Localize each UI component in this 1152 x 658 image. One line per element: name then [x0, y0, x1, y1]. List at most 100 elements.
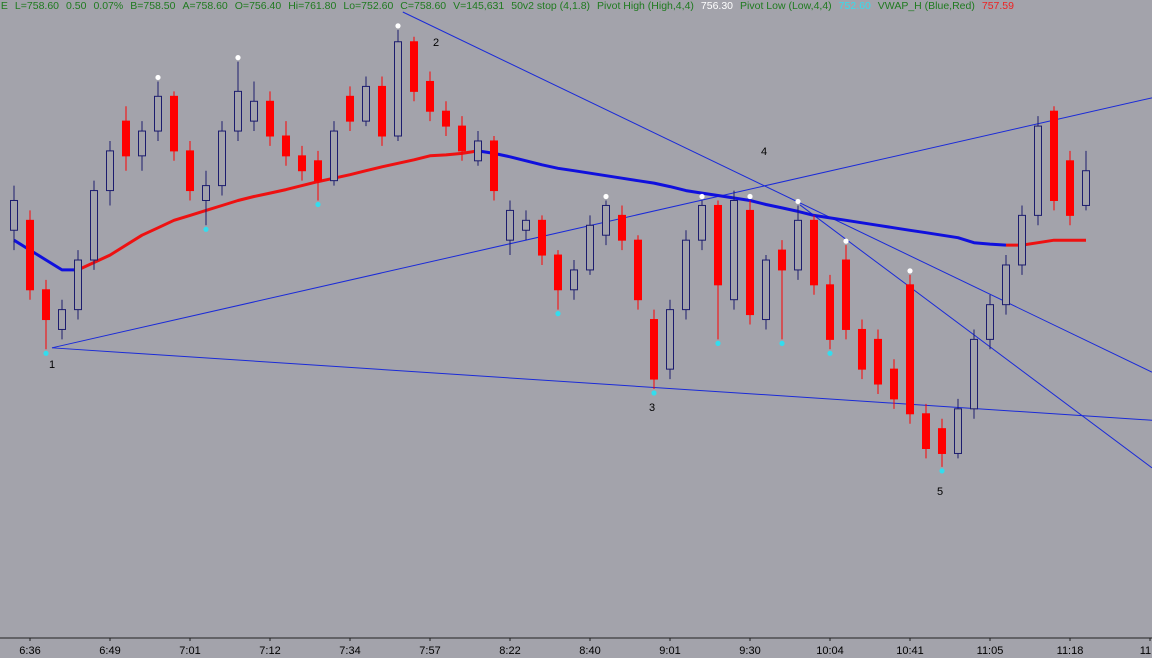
candle-body: [906, 284, 914, 415]
candle-body: [266, 100, 274, 137]
header-item: O=756.40: [234, 0, 282, 12]
pivot-high-dot: [155, 74, 161, 81]
candle-body: [298, 155, 306, 172]
x-tick-label: 11:3: [1140, 645, 1152, 657]
wave-label: 1: [49, 359, 55, 371]
wave-label: 5: [937, 486, 943, 498]
trendline: [402, 11, 1152, 373]
pivot-high-dot: [907, 268, 913, 274]
pivot-low-dot: [203, 226, 209, 232]
candle-body: [1034, 125, 1042, 216]
x-tick-label: 11:18: [1057, 645, 1084, 657]
candle-body: [186, 150, 194, 192]
header-item: Pivot Low (Low,4,4): [740, 0, 832, 12]
header-item: A=758.60: [182, 0, 228, 12]
candle-body: [954, 408, 962, 454]
candle-body: [394, 41, 402, 137]
pivot-high-dot: [235, 55, 241, 61]
pivot-high-dot: [699, 193, 705, 200]
candle-body: [538, 219, 546, 256]
candle-body: [1050, 110, 1058, 201]
pivot-low-dot: [779, 340, 785, 346]
candle-body: [746, 209, 754, 316]
pivot-high-dot: [795, 198, 801, 205]
candle-body: [810, 219, 818, 286]
candle-body: [586, 224, 594, 271]
candle-body: [1018, 214, 1026, 266]
candle-body: [10, 199, 18, 231]
header-item: VWAP_H (Blue,Red): [877, 0, 975, 12]
candle-body: [522, 219, 530, 231]
candle-body: [842, 259, 850, 330]
x-tick-label: 11:05: [977, 645, 1004, 657]
pivot-low-dot: [555, 311, 561, 317]
header-item: L=758.60: [14, 0, 60, 12]
candle-body: [378, 85, 386, 137]
candle-body: [122, 120, 130, 157]
candle-body: [58, 309, 66, 330]
pivot-low-dot: [827, 350, 833, 356]
candle-body: [106, 150, 114, 192]
trendline: [799, 204, 1152, 469]
candle-body: [970, 338, 978, 410]
pivot-low-dot: [939, 468, 945, 474]
pivot-high-dot: [843, 238, 849, 244]
pivot-high-dot: [395, 23, 401, 29]
header-item: 50v2 stop (4,1.8): [511, 0, 591, 12]
wave-label: 3: [649, 402, 655, 414]
candle-body: [138, 130, 146, 157]
candle-body: [42, 289, 50, 321]
header-item: Pivot High (High,4,4): [597, 0, 694, 12]
candle-body: [890, 368, 898, 400]
candle-body: [1066, 160, 1074, 216]
candle-body: [682, 239, 690, 311]
candle-body: [426, 80, 434, 112]
vwap-line: [13, 149, 1007, 272]
candle-body: [362, 85, 370, 122]
candle-body: [730, 199, 738, 301]
candle-body: [330, 130, 338, 182]
candle-body: [250, 100, 258, 122]
candle-body: [874, 338, 882, 385]
x-tick-label: 10:04: [816, 645, 844, 657]
x-tick-label: 9:01: [659, 645, 680, 657]
candle-body: [90, 190, 98, 261]
quote-header: IE L=758.60 0.50 0.07% B=758.50 A=758.60 O=756…: [0, 0, 1014, 13]
wave-label: 4: [761, 146, 767, 158]
header-item: 756.30: [700, 0, 734, 12]
candle-body: [634, 239, 642, 301]
pivot-low-dot: [315, 201, 321, 208]
pivot-low-dot: [651, 390, 657, 396]
wave-label: 2: [433, 37, 439, 49]
header-item: C=758.60: [400, 0, 447, 12]
candle-body: [1002, 264, 1010, 306]
x-tick-label: 9:30: [739, 645, 760, 657]
candle-body: [1082, 170, 1090, 206]
candle-body: [346, 95, 354, 122]
trendline: [51, 347, 1152, 421]
candle-body: [666, 309, 674, 370]
candle-body: [282, 135, 290, 157]
candle-body: [170, 95, 178, 152]
candle-body: [410, 41, 418, 92]
candle-body: [234, 90, 242, 132]
x-tick-label: 7:01: [179, 645, 200, 657]
candle-body: [762, 259, 770, 321]
candle-body: [826, 284, 834, 340]
candle-body: [154, 95, 162, 132]
header-item: 0.50: [66, 0, 87, 12]
candle-body: [554, 254, 562, 291]
x-tick-label: 7:34: [339, 645, 360, 657]
candle-body: [314, 160, 322, 182]
candle-body: [986, 304, 994, 340]
x-tick-label: 8:22: [499, 645, 520, 657]
candle-body: [714, 204, 722, 286]
candle-body: [26, 219, 34, 291]
header-item: IE: [0, 0, 8, 12]
pivot-high-dot: [747, 193, 753, 200]
candle-body: [922, 413, 930, 450]
candle-body: [458, 125, 466, 152]
x-tick-label: 8:40: [579, 645, 600, 657]
header-item: 757.59: [981, 0, 1014, 12]
